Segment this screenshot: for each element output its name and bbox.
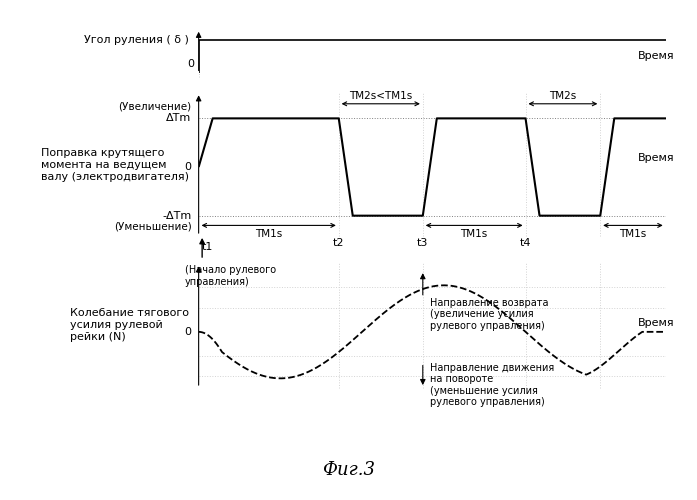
Text: Угол руления ( δ ): Угол руления ( δ ) <box>84 35 190 45</box>
Text: t1: t1 <box>202 242 213 252</box>
Text: Фиг.3: Фиг.3 <box>322 461 375 479</box>
Text: (Увеличение): (Увеличение) <box>118 101 192 111</box>
Text: 0: 0 <box>185 162 192 172</box>
Text: TM1s: TM1s <box>255 228 282 238</box>
Text: 0: 0 <box>187 58 194 68</box>
Text: -ΔTm: -ΔTm <box>162 210 192 220</box>
Text: Время: Время <box>638 153 675 163</box>
Text: TM2s<TM1s: TM2s<TM1s <box>349 92 413 102</box>
Text: t4: t4 <box>520 238 531 248</box>
Text: ΔTm: ΔTm <box>167 114 192 124</box>
Text: TM1s: TM1s <box>620 228 647 238</box>
Text: Колебание тягового
усилия рулевой
рейки (N): Колебание тягового усилия рулевой рейки … <box>70 308 190 342</box>
Text: t3: t3 <box>417 238 429 248</box>
Text: 0: 0 <box>185 327 192 337</box>
Text: TM1s: TM1s <box>461 228 488 238</box>
Text: (Начало рулевого
управления): (Начало рулевого управления) <box>185 265 276 286</box>
Text: t2: t2 <box>333 238 344 248</box>
Text: Направление возврата
(увеличение усилия
рулевого управления): Направление возврата (увеличение усилия … <box>430 298 549 331</box>
Text: (Уменьшение): (Уменьшение) <box>114 221 192 231</box>
Text: TM2s: TM2s <box>549 92 576 102</box>
Text: Поправка крутящего
момента на ведущем
валу (электродвигателя): Поправка крутящего момента на ведущем ва… <box>41 148 190 182</box>
Text: Время: Время <box>638 318 675 328</box>
Text: Направление движения
на повороте
(уменьшение усилия
рулевого управления): Направление движения на повороте (уменьш… <box>430 362 554 408</box>
Text: Время: Время <box>638 52 675 62</box>
